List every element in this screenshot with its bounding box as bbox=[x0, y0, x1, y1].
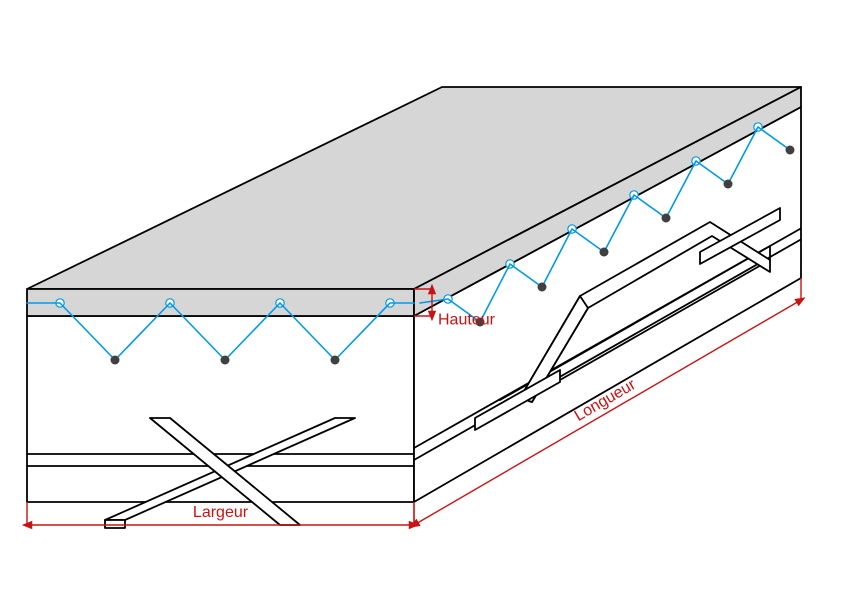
rope-knot bbox=[538, 283, 547, 292]
label-largeur: Largeur bbox=[193, 504, 249, 521]
rope-knot bbox=[724, 180, 733, 189]
diagram-canvas: LargeurLongueurHauteur bbox=[0, 0, 842, 595]
rope-knot bbox=[111, 356, 120, 365]
rope-knot bbox=[786, 146, 795, 155]
rope-knot bbox=[221, 356, 230, 365]
rope-knot bbox=[600, 248, 609, 257]
rope-knot bbox=[331, 356, 340, 365]
rope-knot bbox=[662, 214, 671, 223]
label-hauteur: Hauteur bbox=[438, 312, 496, 329]
